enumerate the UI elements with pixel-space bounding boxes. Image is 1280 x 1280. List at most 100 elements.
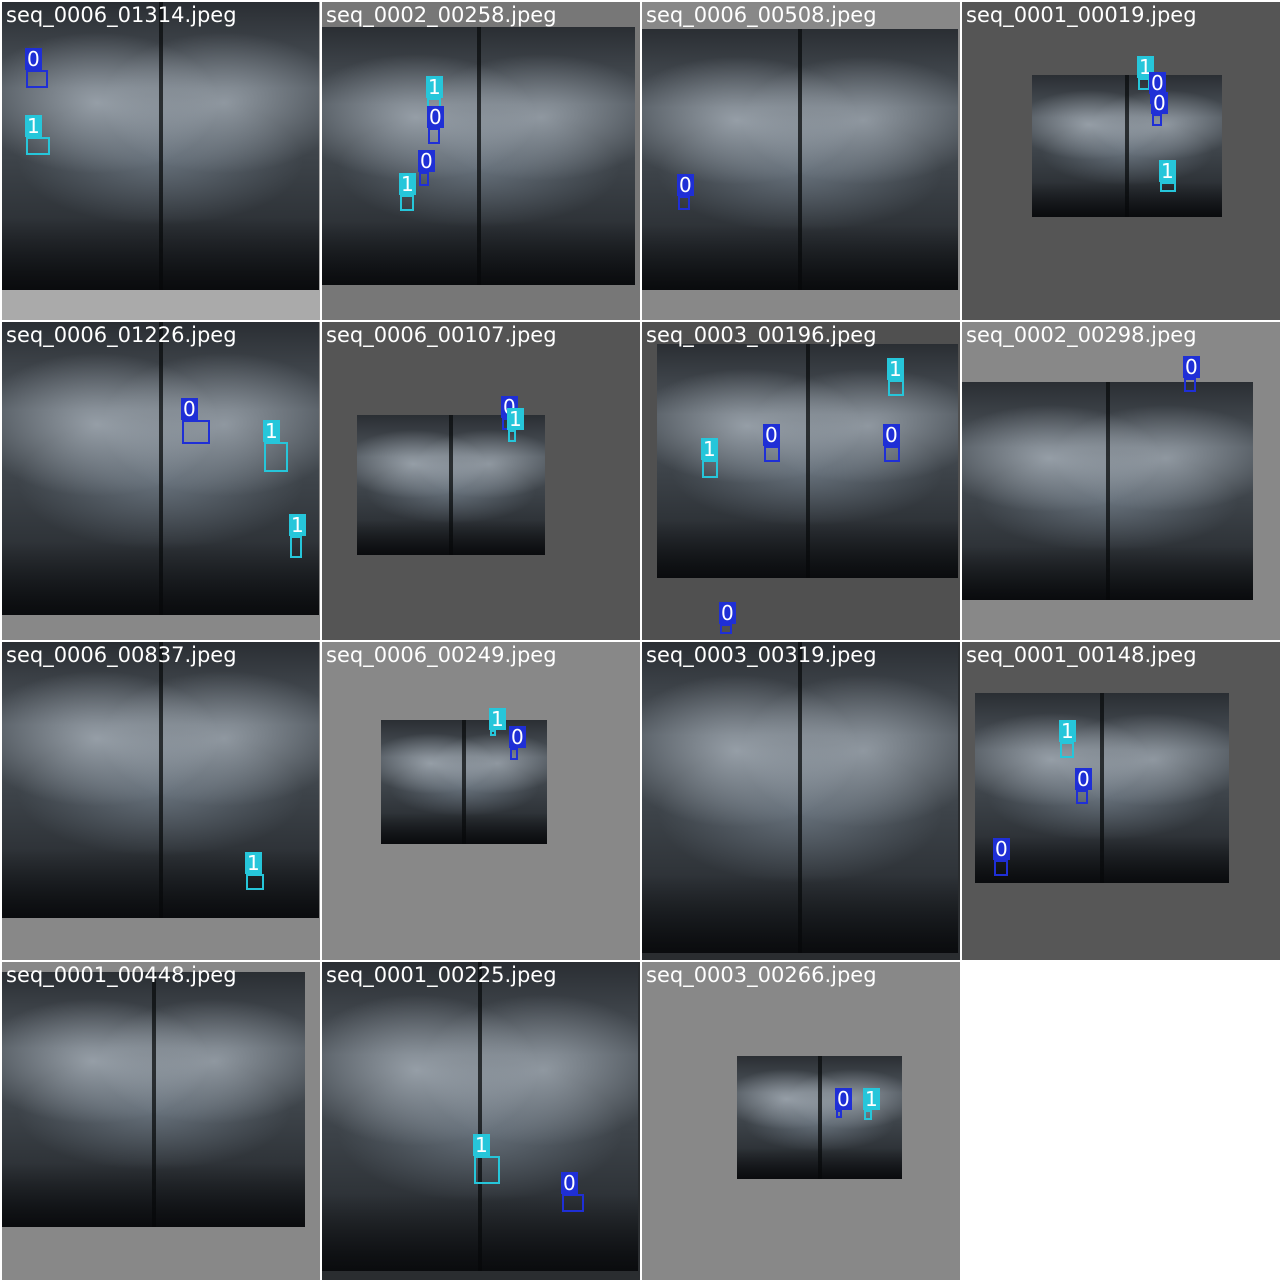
filename-label: seq_0002_00258.jpeg [326, 3, 557, 27]
detection-box [678, 196, 690, 210]
class-tag: 1 [426, 75, 443, 99]
detection-box [428, 128, 440, 144]
class-tag: 0 [427, 105, 444, 129]
mosaic-tile: seq_0006_01314.jpeg 0 1 [2, 2, 320, 320]
detection-box [562, 1194, 584, 1212]
class-tag: 0 [883, 423, 900, 447]
detection-box [182, 420, 210, 444]
detection-box [702, 460, 718, 478]
detection-box [764, 446, 780, 462]
class-tag: 1 [1159, 159, 1176, 183]
class-tag: 1 [507, 407, 524, 431]
mosaic-tile: seq_0003_00266.jpeg 0 1 [642, 962, 960, 1280]
class-tag: 0 [993, 837, 1010, 861]
mosaic-tile: seq_0002_00258.jpeg 1 0 0 1 [322, 2, 640, 320]
filename-label: seq_0001_00019.jpeg [966, 3, 1197, 27]
class-tag: 1 [399, 172, 416, 196]
detection-box [264, 442, 288, 472]
mosaic-tile: seq_0001_00148.jpeg 1 0 0 [962, 642, 1280, 960]
mosaic-tile: seq_0006_00837.jpeg 1 [2, 642, 320, 960]
detection-box [419, 172, 429, 186]
detection-box [720, 624, 732, 634]
class-tag: 0 [418, 149, 435, 173]
filename-label: seq_0001_00148.jpeg [966, 643, 1197, 667]
detection-box [490, 730, 496, 736]
class-tag: 1 [25, 114, 42, 138]
detection-box [864, 1110, 872, 1120]
detection-box [884, 446, 900, 462]
detection-box [26, 70, 48, 88]
tank-photo [1032, 75, 1222, 217]
detection-box [508, 430, 516, 442]
detection-box [26, 137, 50, 155]
filename-label: seq_0002_00298.jpeg [966, 323, 1197, 347]
class-tag: 1 [701, 437, 718, 461]
tank-photo [322, 962, 638, 1271]
tank-photo [2, 642, 319, 918]
class-tag: 1 [289, 513, 306, 537]
filename-label: seq_0003_00319.jpeg [646, 643, 877, 667]
class-tag: 1 [887, 357, 904, 381]
mosaic-tile: seq_0003_00319.jpeg [642, 642, 960, 960]
filename-label: seq_0006_01226.jpeg [6, 323, 237, 347]
class-tag: 0 [677, 173, 694, 197]
detection-box [510, 748, 518, 760]
tank-photo [642, 29, 958, 290]
tank-photo [737, 1056, 902, 1179]
detection-box [400, 195, 414, 211]
class-tag: 0 [835, 1087, 852, 1111]
tank-photo [322, 27, 635, 285]
mosaic-tile: seq_0003_00196.jpeg 1 1 0 0 0 [642, 322, 960, 640]
filename-label: seq_0006_00107.jpeg [326, 323, 557, 347]
tank-photo [2, 2, 319, 290]
detection-box [1160, 182, 1176, 192]
mosaic-tile: seq_0001_00448.jpeg [2, 962, 320, 1280]
filename-label: seq_0003_00266.jpeg [646, 963, 877, 987]
tank-photo [975, 693, 1229, 883]
detection-box [994, 860, 1008, 876]
class-tag: 0 [181, 397, 198, 421]
class-tag: 0 [561, 1171, 578, 1195]
tank-photo [357, 415, 545, 555]
filename-label: seq_0006_00837.jpeg [6, 643, 237, 667]
detection-box [836, 1110, 842, 1118]
filename-label: seq_0001_00225.jpeg [326, 963, 557, 987]
detection-box [1060, 742, 1074, 758]
class-tag: 1 [863, 1087, 880, 1111]
tank-photo [962, 382, 1253, 600]
filename-label: seq_0006_00249.jpeg [326, 643, 557, 667]
detection-box [246, 874, 264, 890]
class-tag: 0 [1151, 91, 1168, 115]
detection-box [474, 1156, 500, 1184]
class-tag: 1 [489, 707, 506, 731]
class-tag: 0 [763, 423, 780, 447]
tank-photo [2, 322, 319, 615]
mosaic-tile: seq_0006_00508.jpeg 0 [642, 2, 960, 320]
filename-label: seq_0006_01314.jpeg [6, 3, 237, 27]
detection-box [888, 380, 904, 396]
class-tag: 0 [25, 47, 42, 71]
tank-photo [642, 642, 958, 953]
class-tag: 1 [1059, 719, 1076, 743]
class-tag: 1 [245, 851, 262, 875]
filename-label: seq_0006_00508.jpeg [646, 3, 877, 27]
class-tag: 0 [719, 601, 736, 625]
filename-label: seq_0003_00196.jpeg [646, 323, 877, 347]
class-tag: 0 [1183, 355, 1200, 379]
mosaic-tile: seq_0006_00249.jpeg 1 0 [322, 642, 640, 960]
class-tag: 1 [473, 1133, 490, 1157]
detection-box [290, 536, 302, 558]
class-tag: 0 [1075, 767, 1092, 791]
mosaic-tile: seq_0001_00019.jpeg 1 0 0 1 [962, 2, 1280, 320]
tank-photo [2, 972, 305, 1227]
mosaic-tile: seq_0006_01226.jpeg 0 1 1 [2, 322, 320, 640]
mosaic-tile: seq_0006_00107.jpeg 0 1 [322, 322, 640, 640]
class-tag: 0 [509, 725, 526, 749]
detection-box [1184, 378, 1196, 392]
mosaic-tile: seq_0002_00298.jpeg 0 [962, 322, 1280, 640]
class-tag: 0 [1149, 71, 1166, 95]
detection-box [1152, 114, 1162, 126]
filename-label: seq_0001_00448.jpeg [6, 963, 237, 987]
class-tag: 1 [263, 419, 280, 443]
